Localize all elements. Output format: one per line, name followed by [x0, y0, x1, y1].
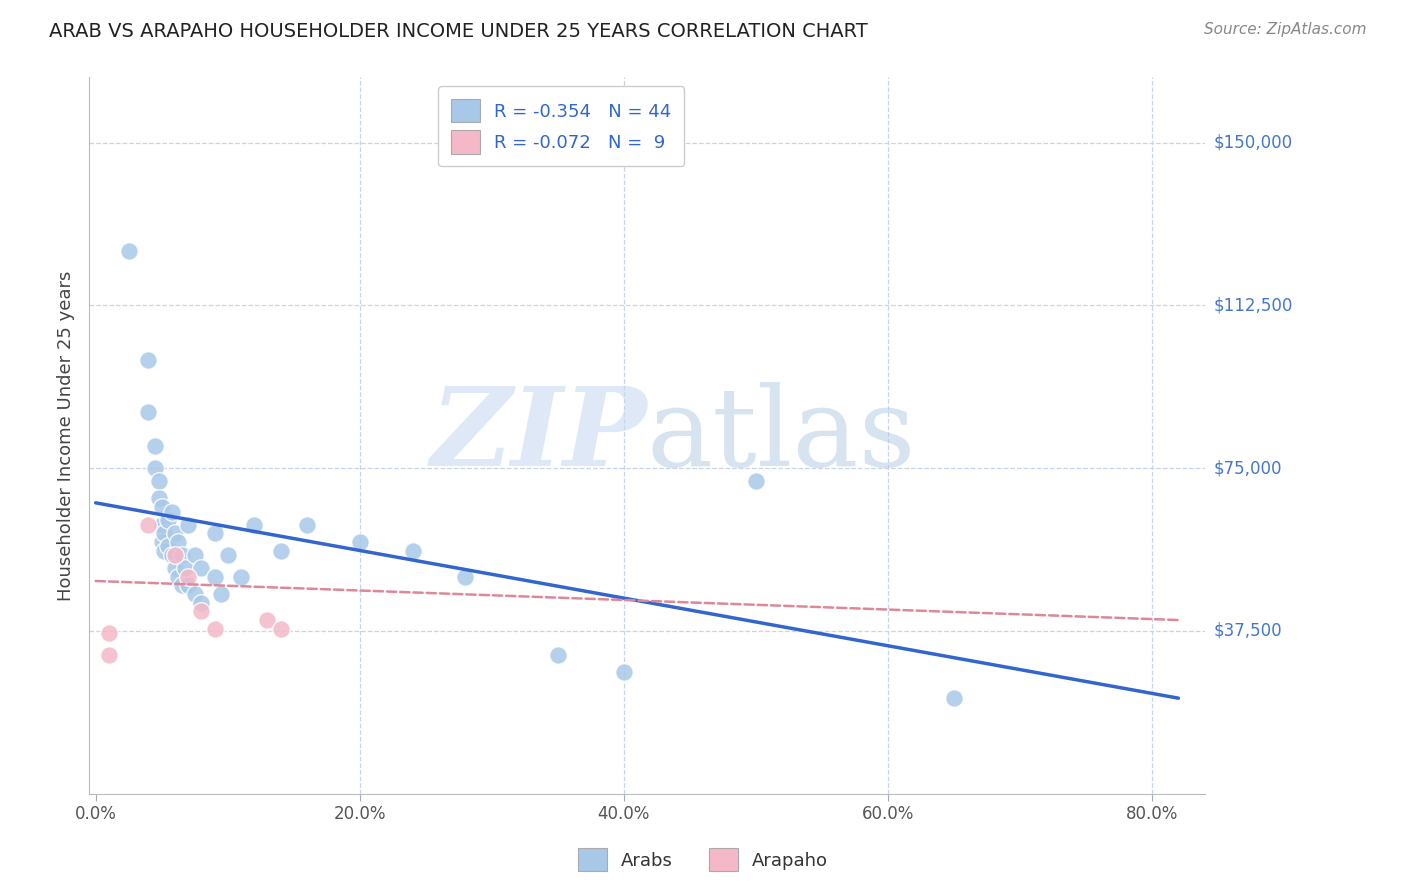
Point — [163, 561, 186, 575]
Point — [138, 405, 160, 419]
Legend: R = -0.354   N = 44, R = -0.072   N =  9: R = -0.354 N = 44, R = -0.072 N = 9 — [439, 87, 685, 166]
Point — [943, 691, 966, 706]
Point — [150, 500, 173, 515]
Point — [295, 517, 318, 532]
Point — [97, 648, 120, 662]
Point — [177, 569, 200, 583]
Point — [190, 561, 212, 575]
Point — [138, 352, 160, 367]
Text: $112,500: $112,500 — [1213, 296, 1292, 314]
Point — [157, 539, 180, 553]
Point — [270, 622, 292, 636]
Point — [166, 569, 188, 583]
Point — [118, 244, 141, 258]
Point — [174, 561, 197, 575]
Point — [148, 491, 170, 506]
Point — [401, 543, 423, 558]
Point — [270, 543, 292, 558]
Point — [162, 548, 184, 562]
Point — [170, 578, 193, 592]
Point — [177, 517, 200, 532]
Point — [204, 622, 226, 636]
Point — [243, 517, 266, 532]
Point — [204, 526, 226, 541]
Point — [204, 569, 226, 583]
Point — [613, 665, 636, 680]
Point — [183, 548, 205, 562]
Point — [143, 461, 166, 475]
Text: $75,000: $75,000 — [1213, 459, 1282, 477]
Point — [190, 604, 212, 618]
Y-axis label: Householder Income Under 25 years: Householder Income Under 25 years — [58, 270, 75, 600]
Point — [138, 517, 160, 532]
Point — [150, 517, 173, 532]
Text: Source: ZipAtlas.com: Source: ZipAtlas.com — [1204, 22, 1367, 37]
Text: ZIP: ZIP — [430, 382, 647, 490]
Point — [256, 613, 278, 627]
Text: atlas: atlas — [647, 382, 917, 489]
Point — [183, 587, 205, 601]
Point — [170, 548, 193, 562]
Point — [229, 569, 252, 583]
Point — [163, 526, 186, 541]
Point — [97, 626, 120, 640]
Point — [177, 578, 200, 592]
Point — [190, 596, 212, 610]
Point — [163, 548, 186, 562]
Point — [547, 648, 569, 662]
Point — [143, 439, 166, 453]
Legend: Arabs, Arapaho: Arabs, Arapaho — [571, 841, 835, 879]
Point — [209, 587, 232, 601]
Point — [157, 513, 180, 527]
Point — [745, 474, 768, 488]
Text: $150,000: $150,000 — [1213, 134, 1292, 152]
Point — [162, 504, 184, 518]
Point — [166, 535, 188, 549]
Point — [217, 548, 239, 562]
Point — [150, 535, 173, 549]
Text: ARAB VS ARAPAHO HOUSEHOLDER INCOME UNDER 25 YEARS CORRELATION CHART: ARAB VS ARAPAHO HOUSEHOLDER INCOME UNDER… — [49, 22, 868, 41]
Text: $37,500: $37,500 — [1213, 622, 1282, 640]
Point — [153, 543, 176, 558]
Point — [148, 474, 170, 488]
Point — [153, 526, 176, 541]
Point — [349, 535, 371, 549]
Point — [454, 569, 477, 583]
